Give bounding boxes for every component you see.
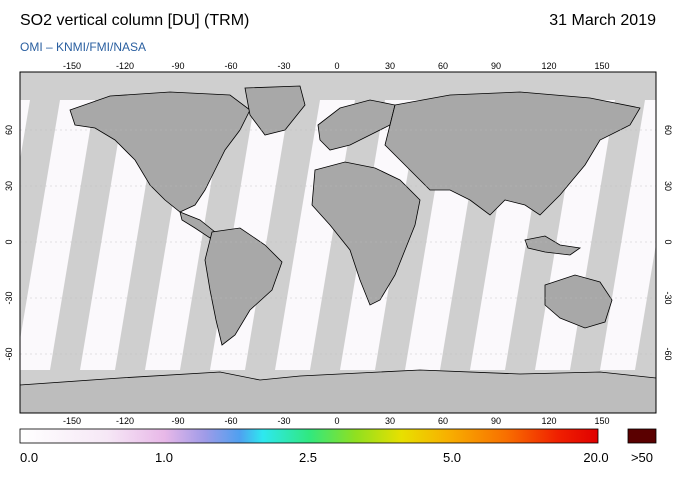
colorbar-overflow-label: >50 <box>630 450 654 465</box>
lon-tick-label: 60 <box>438 61 448 71</box>
colorbar-label-3: 5.0 <box>442 450 462 465</box>
lon-tick-label: 0 <box>334 416 339 426</box>
lat-tick-label: -60 <box>4 347 14 360</box>
lon-tick-label: -60 <box>224 61 237 71</box>
lat-tick-label: 0 <box>663 239 673 244</box>
lon-ticks-bottom: -150 -120 -90 -60 -30 0 30 60 90 120 150 <box>63 416 610 426</box>
colorbar-label-2: 2.5 <box>298 450 318 465</box>
lon-tick-label: 150 <box>594 61 609 71</box>
lat-tick-label: 60 <box>663 125 673 135</box>
lon-tick-label: 0 <box>334 61 339 71</box>
central-america <box>179 211 216 239</box>
graticule <box>20 129 656 355</box>
antarctica <box>20 369 656 413</box>
lon-ticks-top: -150 -120 -90 -60 -30 0 30 60 90 120 150 <box>63 61 610 71</box>
colorbar-label-1: 1.0 <box>154 450 174 465</box>
map-date: 31 March 2019 <box>549 12 656 29</box>
lon-tick-label: -90 <box>171 416 184 426</box>
map-title: SO2 vertical column [DU] (TRM) <box>20 12 250 29</box>
lon-tick-label: 90 <box>491 416 501 426</box>
lon-tick-label: -120 <box>116 61 134 71</box>
lon-tick-label: -90 <box>171 61 184 71</box>
lat-ticks-left: 60 30 0 -30 -60 <box>4 125 14 361</box>
indonesia <box>524 235 582 256</box>
lat-tick-label: 30 <box>4 181 14 191</box>
data-credit: OMI – KNMI/FMI/NASA <box>20 40 147 54</box>
lon-tick-label: 30 <box>385 61 395 71</box>
lon-tick-label: 120 <box>541 61 556 71</box>
map-frame <box>19 71 657 414</box>
colorbar-label-0: 0.0 <box>20 450 39 465</box>
lat-tick-label: 60 <box>4 125 14 135</box>
north-america <box>69 91 251 213</box>
lon-tick-label: -60 <box>224 416 237 426</box>
lat-tick-label: 0 <box>4 239 14 244</box>
lon-tick-label: -30 <box>277 416 290 426</box>
lon-tick-label: -120 <box>116 416 134 426</box>
lon-tick-label: 120 <box>541 416 556 426</box>
lat-tick-label: -60 <box>663 347 673 360</box>
colorbar-label-4: 20.0 <box>583 450 609 465</box>
asia <box>384 91 641 216</box>
lon-tick-label: 150 <box>594 416 609 426</box>
lat-tick-label: 30 <box>663 181 673 191</box>
landmasses <box>20 85 656 413</box>
lon-tick-label: 90 <box>491 61 501 71</box>
colorbar-overflow <box>627 428 657 444</box>
lat-tick-label: -30 <box>663 291 673 304</box>
lon-tick-label: -30 <box>277 61 290 71</box>
lat-tick-label: -30 <box>4 291 14 304</box>
lon-tick-label: 30 <box>385 416 395 426</box>
africa <box>311 161 421 306</box>
lat-ticks-right: 60 30 0 -30 -60 <box>663 125 673 361</box>
lon-tick-label: -150 <box>63 61 81 71</box>
lon-tick-label: -150 <box>63 416 81 426</box>
colorbar <box>19 428 599 444</box>
lon-tick-label: 60 <box>438 416 448 426</box>
australia <box>544 274 613 329</box>
